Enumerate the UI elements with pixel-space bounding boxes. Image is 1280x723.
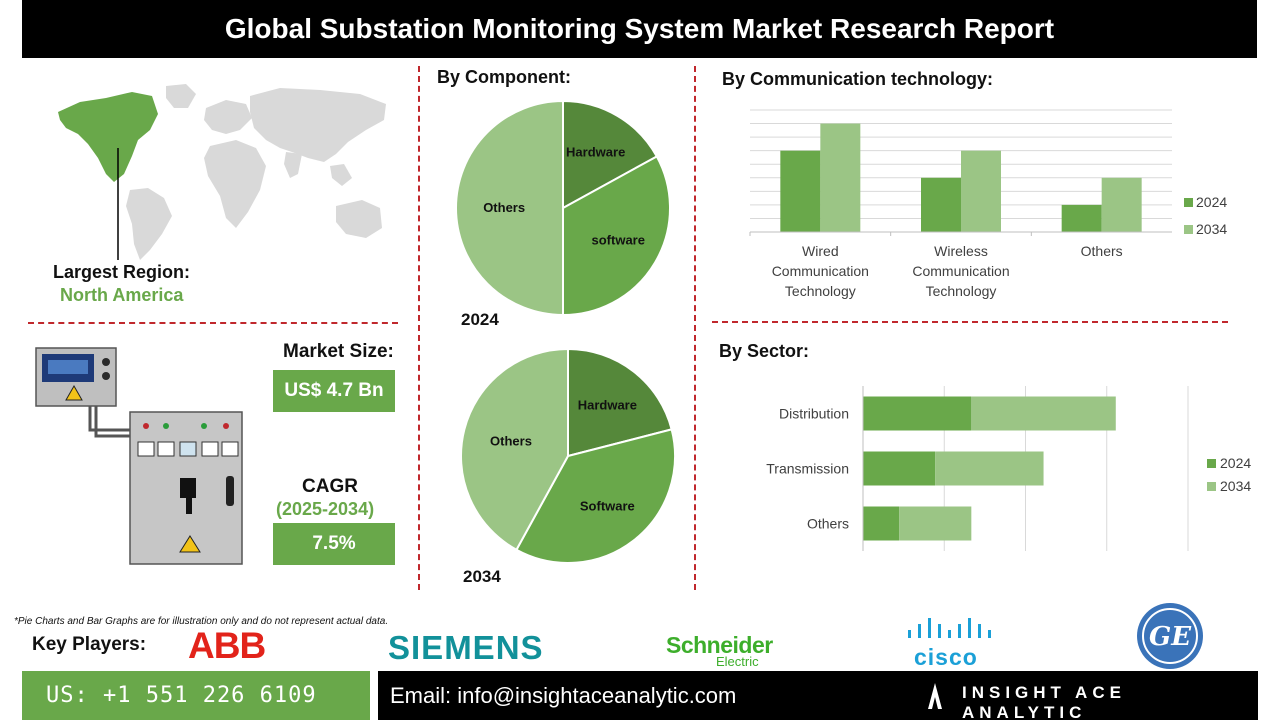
sector-category-label: Distribution xyxy=(779,406,849,422)
bar-2024-2 xyxy=(1061,204,1102,232)
market-size-value-text: US$ 4.7 Bn xyxy=(284,380,384,401)
bar-2024-1 xyxy=(921,177,961,232)
cagr-value-text: 7.5% xyxy=(312,533,356,554)
substation-illustration xyxy=(35,347,243,565)
sector-category-label: Others xyxy=(807,516,849,532)
largest-region-label: Largest Region: xyxy=(53,262,191,282)
cisco-bars-icon xyxy=(908,618,991,638)
schneider-logo: Schneider xyxy=(666,632,773,658)
cagr-period: (2025-2034) xyxy=(276,499,375,519)
map-asia xyxy=(250,88,386,162)
brand-name: INSIGHT ACE ANALYTIC xyxy=(962,683,1126,722)
email-address[interactable]: Email: info@insightaceanalytic.com xyxy=(390,683,737,708)
pie-label-hardware: Hardware xyxy=(566,145,625,160)
pie-label-others: Others xyxy=(490,433,532,448)
page-title-text: Global Substation Monitoring System Mark… xyxy=(224,13,1055,44)
sector-bar-2034-transmission xyxy=(935,451,1044,486)
pie-slice-hardware xyxy=(562,99,659,210)
cagr-value: 7.5% xyxy=(273,523,395,565)
brand-icon xyxy=(928,683,942,709)
map-europe xyxy=(204,100,252,134)
ge-logo: GE xyxy=(1149,622,1192,652)
sector-bar-2024-others xyxy=(863,506,900,541)
legend-label-2034: 2034 xyxy=(1196,221,1227,237)
sector-bar-2034-distribution xyxy=(971,396,1116,431)
divider-left xyxy=(418,66,420,590)
pie-label-software: software xyxy=(592,233,645,248)
legend-swatch-2034 xyxy=(1184,225,1193,234)
pie-2034-year: 2034 xyxy=(463,567,501,586)
sector-bar-chart: Distribution Transmission Others 2024 2034 xyxy=(766,386,1251,551)
comm-category-label: Wired xyxy=(802,243,839,259)
footnote: *Pie Charts and Bar Graphs are for illus… xyxy=(14,616,389,627)
communication-title: By Communication technology: xyxy=(722,69,994,89)
comm-category-label: Technology xyxy=(926,283,997,299)
sector-legend-swatch-2024 xyxy=(1207,459,1216,468)
map-africa xyxy=(204,140,266,228)
market-size-value: US$ 4.7 Bn xyxy=(273,370,395,412)
communication-bar-chart: Wired Communication Technology Wireless Comm… xyxy=(749,109,1227,299)
key-players-label: Key Players: xyxy=(32,634,147,655)
pie-slice-others xyxy=(460,347,569,552)
divider-right xyxy=(694,66,696,590)
bar-2024-0 xyxy=(780,150,821,232)
sector-bar-2024-transmission xyxy=(863,451,936,486)
pie-slice-others xyxy=(455,99,564,317)
pie-label-hardware: Hardware xyxy=(578,397,637,412)
bar-2034-1 xyxy=(961,150,1001,232)
world-map xyxy=(58,84,386,260)
phone-number[interactable]: US: +1 551 226 6109 xyxy=(46,683,317,708)
comm-category-label: Communication xyxy=(912,263,1009,279)
pie-slice-hardware xyxy=(567,347,673,458)
map-greenland xyxy=(166,84,196,108)
map-india xyxy=(284,152,302,178)
component-pie-2024: Hardware software Others xyxy=(455,99,671,317)
cisco-logo: cisco xyxy=(914,644,978,670)
comm-category-label: Wireless xyxy=(934,243,988,259)
bar-2034-0 xyxy=(820,123,861,232)
comm-category-label: Communication xyxy=(772,263,869,279)
page-title: Global Substation Monitoring System Mark… xyxy=(22,0,1257,58)
comm-category-label: Others xyxy=(1081,243,1123,259)
map-south-america xyxy=(126,188,172,260)
sector-category-label: Transmission xyxy=(766,461,849,477)
component-title: By Component: xyxy=(437,67,571,87)
bar-2034-2 xyxy=(1101,177,1142,232)
pie-slice-software xyxy=(515,428,676,564)
schneider-electric-logo: Electric xyxy=(716,654,759,669)
cagr-label: CAGR xyxy=(302,476,358,497)
divider-left-horizontal xyxy=(28,322,398,324)
sector-bar-2034-others xyxy=(899,506,972,541)
largest-region-value: North America xyxy=(60,285,184,305)
comm-category-label: Technology xyxy=(785,283,856,299)
divider-right-horizontal xyxy=(712,321,1228,323)
map-australia xyxy=(336,200,382,238)
pie-2024-year: 2024 xyxy=(461,310,499,329)
phone-bar: US: +1 551 226 6109 xyxy=(22,671,370,720)
contact-bar: Email: info@insightaceanalytic.com INSIG… xyxy=(378,671,1258,722)
pie-label-software: Software xyxy=(580,499,635,514)
pie-label-others: Others xyxy=(483,200,525,215)
legend-swatch-2024 xyxy=(1184,198,1193,207)
component-pie-2034: Hardware Software Others xyxy=(460,347,676,564)
abb-logo: ABB xyxy=(188,625,266,666)
pie-slice-software xyxy=(562,155,671,317)
market-size-label: Market Size: xyxy=(283,341,394,362)
map-southeast-asia xyxy=(330,164,352,186)
legend-label-2024: 2024 xyxy=(1196,194,1227,210)
sector-bar-2024-distribution xyxy=(863,396,972,431)
map-north-america xyxy=(58,92,158,182)
siemens-logo: SIEMENS xyxy=(388,629,544,666)
sector-legend-swatch-2034 xyxy=(1207,482,1216,491)
sector-title: By Sector: xyxy=(719,341,810,361)
sector-legend-label-2034: 2034 xyxy=(1220,478,1251,494)
sector-legend-label-2024: 2024 xyxy=(1220,455,1251,471)
ge-logo-icon: GE xyxy=(1137,603,1203,669)
